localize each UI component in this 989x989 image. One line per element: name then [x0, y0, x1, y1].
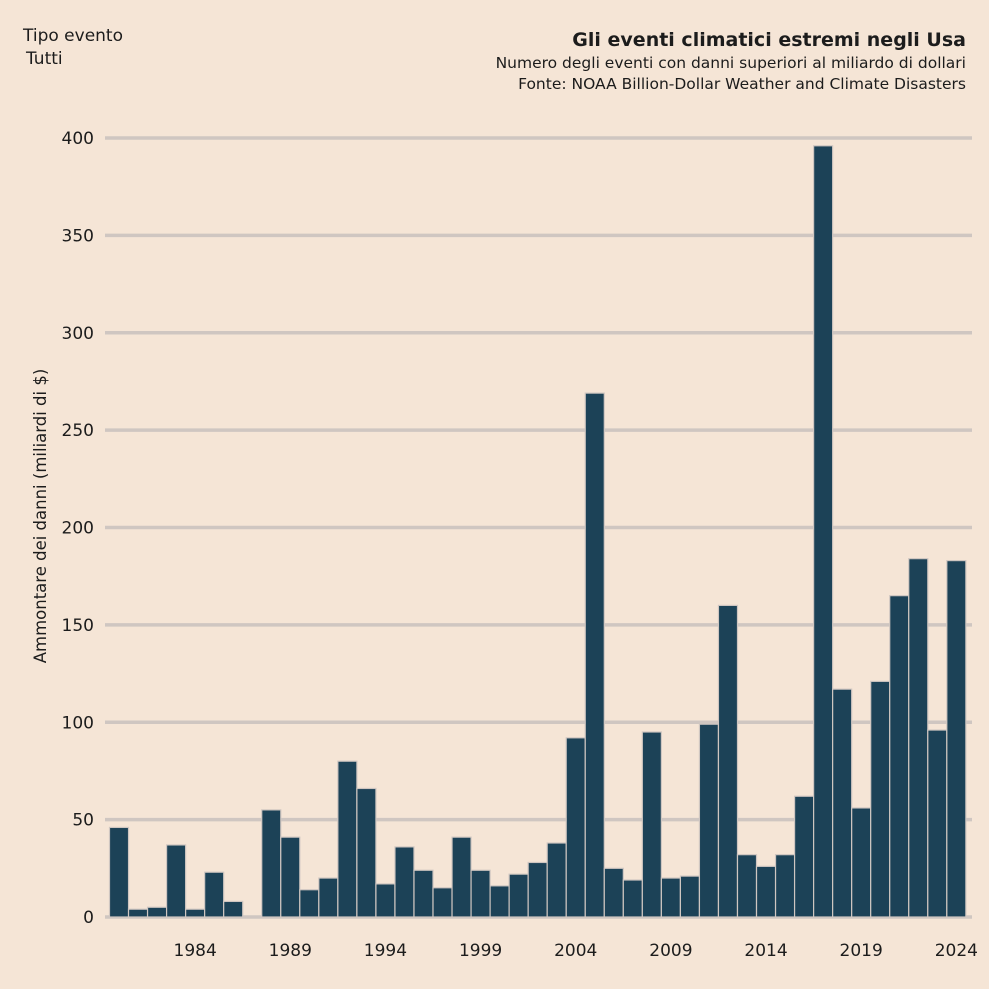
bar-2006[interactable] — [603, 867, 624, 918]
axis-layer: 0 50 100 150 200 250 300 350 400 1984 1989 1994 1999… — [62, 129, 978, 961]
bar-2019[interactable] — [851, 807, 872, 918]
bar-2000[interactable] — [489, 885, 510, 918]
bar-1986[interactable] — [223, 900, 244, 918]
x-tick-label-1999: 1999 — [459, 941, 502, 961]
y-tick-label-100: 100 — [62, 713, 94, 733]
y-tick-label-150: 150 — [62, 616, 94, 636]
bar-1988[interactable] — [261, 809, 282, 918]
bar-1989[interactable] — [280, 836, 301, 918]
bar-2016[interactable] — [793, 795, 815, 918]
x-tick-label-2004: 2004 — [554, 941, 597, 961]
bar-2024[interactable] — [946, 560, 967, 918]
bar-2009[interactable] — [660, 877, 681, 918]
x-tick-label-1989: 1989 — [269, 941, 312, 961]
bar-2003[interactable] — [546, 842, 567, 918]
bar-1996[interactable] — [413, 869, 434, 918]
bar-2007[interactable] — [622, 879, 643, 918]
y-tick-label-350: 350 — [62, 226, 94, 246]
bar-2001[interactable] — [508, 873, 529, 918]
x-tick-label-2009: 2009 — [649, 941, 692, 961]
bar-2011[interactable] — [698, 723, 720, 918]
bar-2012[interactable] — [717, 604, 739, 918]
bar-1999[interactable] — [470, 869, 491, 918]
bar-1985[interactable] — [204, 871, 225, 918]
bar-2010[interactable] — [679, 875, 701, 918]
y-axis-label: Ammontare dei danni (miliardi di $) — [31, 369, 50, 664]
x-tick-label-2019: 2019 — [840, 941, 883, 961]
bar-2004[interactable] — [565, 737, 586, 918]
bar-2023[interactable] — [927, 729, 948, 918]
bar-1992[interactable] — [337, 760, 358, 918]
bar-1980[interactable] — [108, 826, 130, 918]
x-tick-label-1984: 1984 — [174, 941, 217, 961]
bar-1998[interactable] — [451, 836, 472, 918]
bar-2022[interactable] — [908, 558, 929, 918]
bar-2014[interactable] — [755, 865, 777, 918]
bar-2002[interactable] — [527, 861, 548, 918]
bar-1993[interactable] — [356, 787, 377, 918]
bars-layer — [108, 145, 967, 918]
bar-1990[interactable] — [299, 889, 320, 918]
bar-1981[interactable] — [127, 908, 149, 918]
bar-1983[interactable] — [165, 844, 187, 918]
x-tick-label-2014: 2014 — [744, 941, 787, 961]
bar-2015[interactable] — [774, 854, 796, 918]
chart-source: Fonte: NOAA Billion-Dollar Weather and C… — [518, 75, 966, 93]
bar-2020[interactable] — [870, 680, 891, 918]
bar-2013[interactable] — [736, 854, 758, 918]
bar-1982[interactable] — [146, 906, 168, 918]
filter-select[interactable]: Tutti — [26, 49, 63, 69]
bar-2005[interactable] — [584, 392, 605, 918]
bar-2017[interactable] — [813, 145, 834, 918]
filter-label: Tipo evento — [23, 26, 123, 46]
bar-1995[interactable] — [394, 846, 415, 918]
bar-1984[interactable] — [185, 908, 206, 918]
x-tick-label-2024: 2024 — [935, 941, 978, 961]
bar-1994[interactable] — [375, 883, 396, 918]
bar-2008[interactable] — [641, 731, 662, 918]
bar-1997[interactable] — [432, 887, 453, 918]
bar-2021[interactable] — [889, 595, 910, 918]
bar-1991[interactable] — [318, 877, 339, 918]
bar-2018[interactable] — [832, 688, 853, 918]
y-tick-label-250: 250 — [62, 421, 94, 441]
y-tick-label-0: 0 — [83, 908, 94, 928]
chart-title: Gli eventi climatici estremi negli Usa — [572, 29, 966, 51]
chart-subtitle: Numero degli eventi con danni superiori … — [495, 54, 966, 72]
y-tick-label-400: 400 — [62, 129, 94, 149]
x-tick-label-1994: 1994 — [364, 941, 407, 961]
y-tick-label-200: 200 — [62, 519, 94, 539]
y-tick-label-50: 50 — [72, 811, 94, 831]
y-tick-label-300: 300 — [62, 324, 94, 344]
